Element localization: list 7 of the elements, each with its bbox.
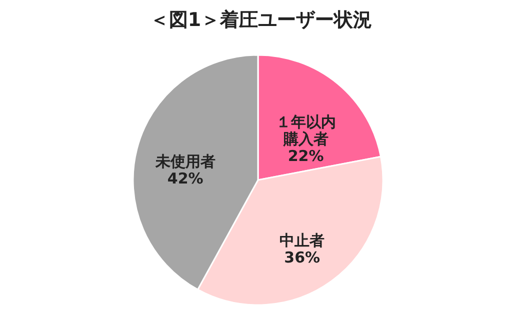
- data-label: 22%: [288, 147, 324, 166]
- chart-title: ＜図1＞着圧ユーザー状況: [150, 9, 372, 31]
- slice-label: 未使用者: [154, 152, 216, 170]
- data-label: 42%: [167, 169, 204, 188]
- slice-label: 中止者: [280, 232, 325, 250]
- data-label: 36%: [284, 248, 320, 267]
- slice-label: １年以内購入者: [276, 113, 336, 148]
